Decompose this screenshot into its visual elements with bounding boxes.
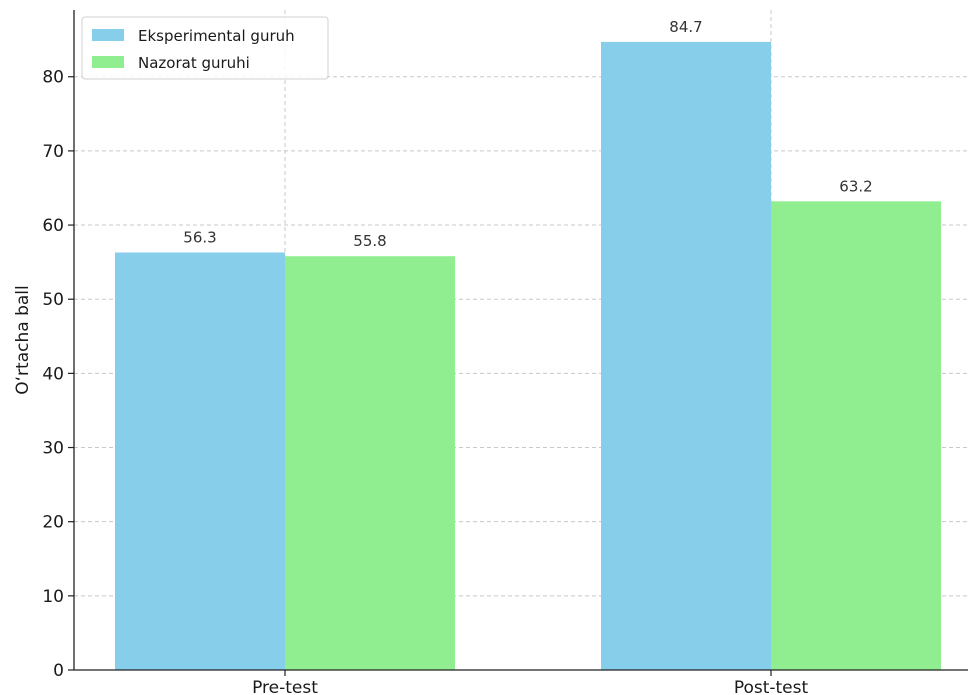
- legend-frame: [81, 16, 329, 80]
- category-labels: Pre-test Post-test: [252, 678, 808, 695]
- y-tick-label-20: 20: [42, 513, 64, 533]
- bar-nazorat-pre-test: [285, 256, 455, 670]
- data-label-eksperimental-pre-test: 56.3: [183, 228, 216, 246]
- data-label-nazorat-pre-test: 55.8: [353, 232, 386, 250]
- y-tick-labels: 0 10 20 30 40 50 60 70 80: [42, 68, 64, 681]
- y-tick-label-70: 70: [42, 142, 64, 162]
- y-tick-label-10: 10: [42, 587, 64, 607]
- category-label-post-test: Post-test: [734, 678, 809, 695]
- y-axis-title: O‘rtacha ball: [13, 285, 33, 394]
- bar-nazorat-post-test: [771, 201, 941, 670]
- bar-eksperimental-post-test: [601, 41, 771, 671]
- legend-swatch-nazorat: [92, 56, 124, 68]
- y-tick-label-0: 0: [53, 661, 64, 681]
- legend-swatch-eksperimental: [92, 29, 124, 41]
- legend-label-nazorat: Nazorat guruhi: [138, 54, 250, 72]
- legend-label-eksperimental: Eksperimental guruh: [138, 27, 295, 45]
- y-tick-label-50: 50: [42, 290, 64, 310]
- bars: [115, 41, 941, 671]
- data-labels: 56.3 84.7 55.8 63.2: [183, 18, 872, 250]
- data-label-eksperimental-post-test: 84.7: [669, 18, 702, 36]
- bar-eksperimental-pre-test: [115, 252, 285, 670]
- y-tick-label-40: 40: [42, 364, 64, 384]
- axes: [68, 10, 968, 676]
- y-tick-label-80: 80: [42, 68, 64, 88]
- data-label-nazorat-post-test: 63.2: [839, 177, 872, 195]
- y-tick-label-60: 60: [42, 216, 64, 236]
- legend: Eksperimental guruh Nazorat guruhi: [81, 16, 329, 80]
- category-label-pre-test: Pre-test: [252, 678, 318, 695]
- y-tick-label-30: 30: [42, 439, 64, 459]
